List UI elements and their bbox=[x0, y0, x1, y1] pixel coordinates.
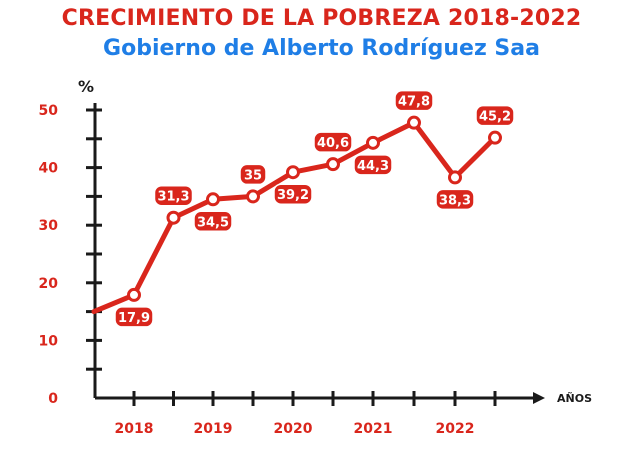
data-label: 47,8 bbox=[394, 89, 434, 112]
data-label: 38,3 bbox=[435, 188, 475, 211]
data-label: 39,2 bbox=[273, 183, 313, 205]
data-label-box bbox=[394, 89, 434, 112]
data-label-box bbox=[475, 104, 515, 127]
x-tick-label: 2019 bbox=[194, 421, 233, 437]
data-label-box bbox=[273, 183, 313, 205]
x-tick-label: 2020 bbox=[274, 421, 313, 437]
axes: 0 10 20 30 40 50% 2018 2019 2020 2021 2022 AÑOS bbox=[39, 77, 593, 437]
data-point-marker bbox=[366, 135, 380, 150]
data-label-box bbox=[239, 163, 267, 186]
data-label: 35 bbox=[239, 163, 267, 186]
data-label-box bbox=[193, 210, 233, 233]
y-tick-label: 30 bbox=[39, 218, 59, 234]
data-label-box bbox=[435, 188, 475, 211]
data-label-text: 39,2 bbox=[277, 188, 309, 203]
data-label-box bbox=[353, 154, 393, 176]
series-line bbox=[91, 120, 498, 315]
data-label-text: 38,3 bbox=[439, 193, 471, 208]
y-tick-label: 10 bbox=[39, 333, 59, 349]
data-label-box bbox=[114, 306, 154, 328]
data-label-box bbox=[313, 131, 353, 153]
y-tick-label: 0 bbox=[48, 391, 58, 407]
chart-title: CRECIMIENTO DE LA POBREZA 2018-2022 bbox=[61, 6, 582, 31]
data-label: 45,2 bbox=[475, 104, 515, 127]
y-tick-label: 50 bbox=[39, 103, 59, 119]
data-label-text: 31,3 bbox=[157, 190, 189, 205]
x-tick-label: 2018 bbox=[115, 421, 154, 437]
series-layer bbox=[91, 115, 502, 315]
data-label-text: 44,3 bbox=[357, 159, 389, 174]
data-label: 34,5 bbox=[193, 210, 233, 233]
data-label-box bbox=[153, 184, 194, 207]
x-tick-label: 2022 bbox=[436, 421, 475, 437]
x-axis-arrow bbox=[533, 392, 545, 404]
data-label-text: 17,9 bbox=[118, 311, 150, 326]
chart-subtitle: Gobierno de Alberto Rodríguez Saa bbox=[103, 36, 540, 61]
data-label: 31,3 bbox=[153, 184, 194, 207]
data-point-marker bbox=[448, 170, 462, 185]
data-label: 44,3 bbox=[353, 154, 393, 176]
data-label-text: 35 bbox=[244, 168, 262, 183]
data-point-marker bbox=[127, 287, 141, 302]
y-axis-unit-label: % bbox=[78, 77, 94, 96]
data-point-marker bbox=[166, 210, 181, 225]
data-label: 17,9 bbox=[114, 306, 154, 328]
data-label-text: 34,5 bbox=[197, 215, 229, 230]
data-label-text: 40,6 bbox=[317, 136, 349, 151]
data-point-marker bbox=[407, 115, 421, 130]
y-tick-label: 20 bbox=[39, 276, 59, 292]
x-tick-label: 2021 bbox=[354, 421, 393, 437]
x-axis-label: AÑOS bbox=[557, 392, 592, 405]
y-tick-label: 40 bbox=[39, 161, 59, 177]
data-point-marker bbox=[206, 192, 220, 207]
data-label: 40,6 bbox=[313, 131, 353, 153]
data-label-text: 47,8 bbox=[398, 95, 430, 110]
data-point-marker bbox=[246, 189, 260, 204]
data-point-marker bbox=[286, 165, 300, 180]
data-point-marker bbox=[488, 130, 502, 145]
data-label-text: 45,2 bbox=[479, 110, 511, 125]
data-point-marker bbox=[326, 157, 340, 172]
data-label-layer: 17,9 31,3 34,5 35 39,2 40,6 44,3 47,8 38,3 45,2 bbox=[114, 89, 515, 328]
